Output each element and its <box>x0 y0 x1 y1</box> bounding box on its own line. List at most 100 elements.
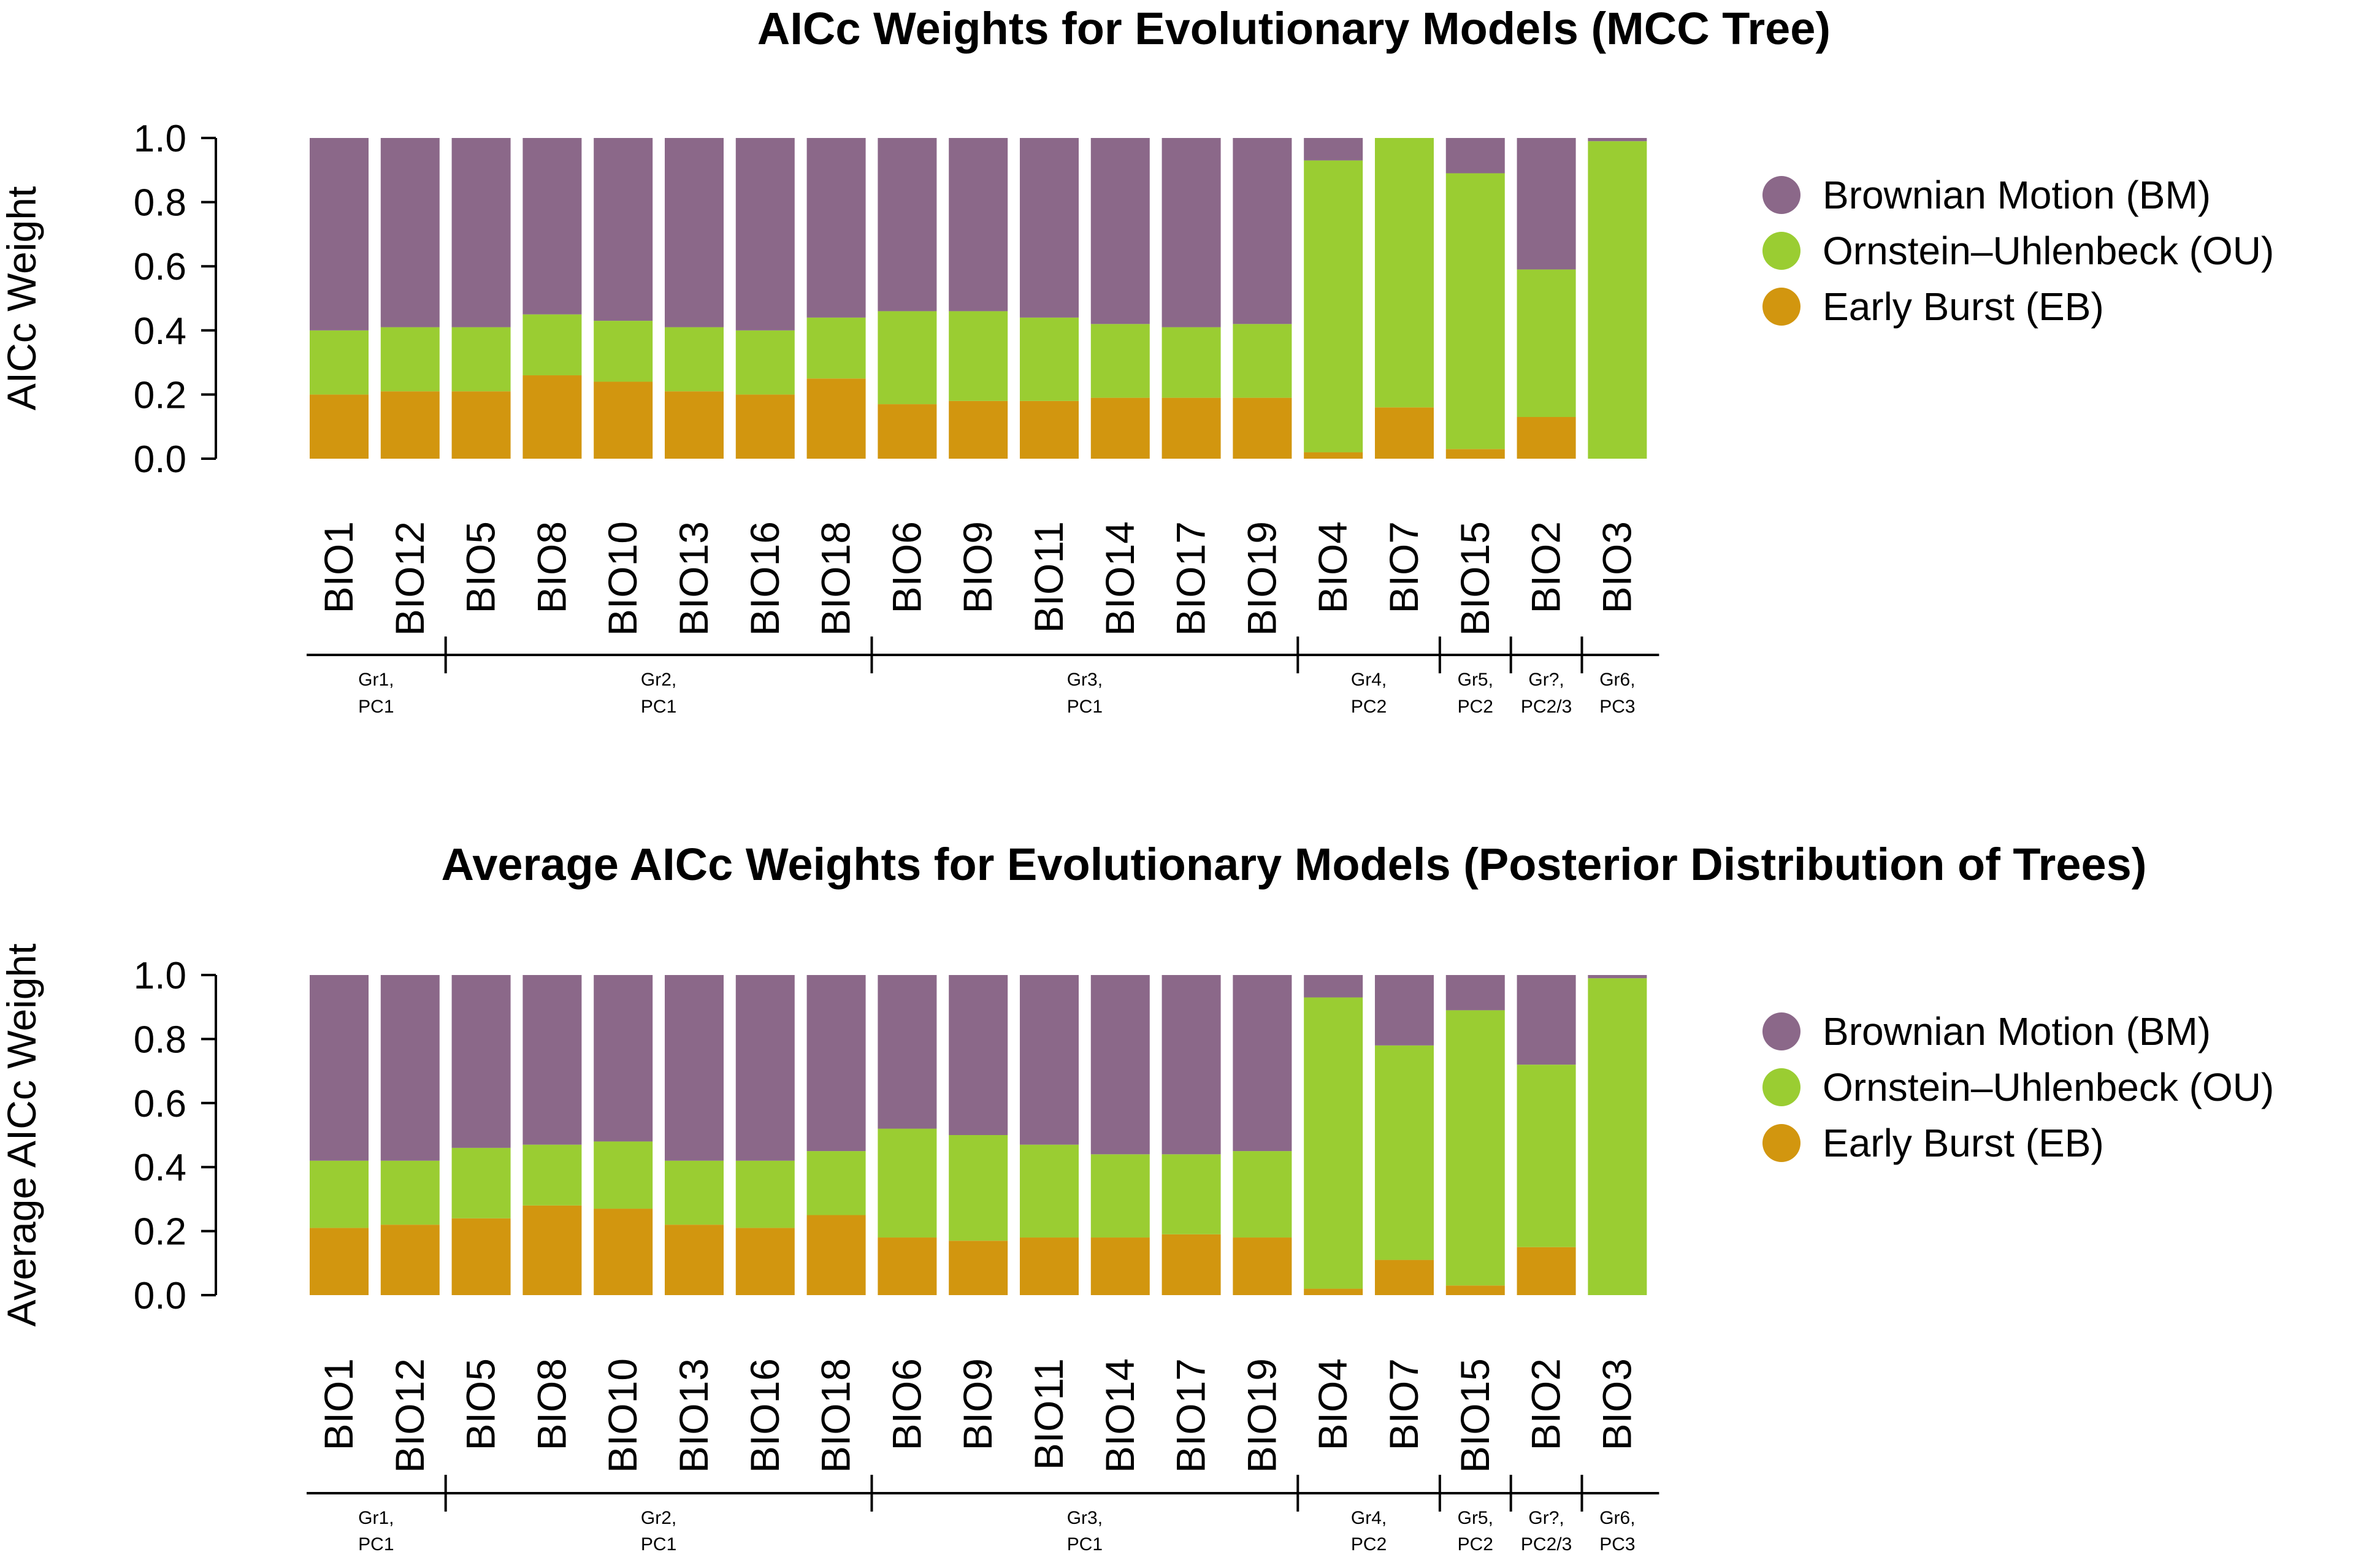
bar-ou-bio8 <box>522 314 582 376</box>
group-label-line1: Gr1, <box>358 670 394 690</box>
bar-bm-bio15 <box>1445 975 1505 1011</box>
x-category-label: BIO10 <box>600 1358 645 1473</box>
y-tick-label: 0.8 <box>134 182 186 224</box>
x-category-label: BIO16 <box>742 521 787 636</box>
bar-bm-bio1 <box>310 138 369 331</box>
bar-bm-bio19 <box>1233 138 1292 324</box>
bar-eb-bio6 <box>878 1237 937 1295</box>
x-category-label: BIO9 <box>955 521 1000 613</box>
bar-eb-bio4 <box>1304 452 1363 459</box>
group-label-line1: Gr6, <box>1599 670 1635 690</box>
group-label-line1: Gr2, <box>641 670 676 690</box>
bar-bm-bio1 <box>310 975 369 1161</box>
bar-bm-bio12 <box>380 138 440 327</box>
bar-ou-bio11 <box>1020 317 1079 401</box>
bar-eb-bio14 <box>1090 397 1150 459</box>
bar-bm-bio15 <box>1445 138 1505 174</box>
x-category-label: BIO13 <box>671 521 716 636</box>
bar-eb-bio13 <box>665 391 724 459</box>
bar-ou-bio3 <box>1588 141 1647 459</box>
bar-bm-bio11 <box>1020 138 1079 318</box>
bar-bm-bio5 <box>451 138 511 327</box>
bar-bm-bio6 <box>878 975 937 1129</box>
bar-ou-bio7 <box>1375 1045 1434 1260</box>
bar-bm-bio14 <box>1090 975 1150 1155</box>
legend-label-eb: Early Burst (EB) <box>1823 1121 2104 1165</box>
bar-eb-bio2 <box>1517 1247 1576 1295</box>
bar-ou-bio5 <box>451 327 511 392</box>
group-label-line2: PC1 <box>641 1534 676 1555</box>
bar-eb-bio7 <box>1375 407 1434 459</box>
bar-eb-bio17 <box>1161 1234 1221 1295</box>
bar-ou-bio13 <box>665 1160 724 1225</box>
bar-bm-bio3 <box>1588 975 1647 979</box>
bar-eb-bio12 <box>380 391 440 459</box>
legend-label-ou: Ornstein–Uhlenbeck (OU) <box>1823 1065 2274 1109</box>
chart-title: Average AICc Weights for Evolutionary Mo… <box>442 839 2147 890</box>
bar-eb-bio18 <box>806 378 866 459</box>
bar-ou-bio2 <box>1517 269 1576 418</box>
x-category-label: BIO12 <box>387 1358 432 1473</box>
bar-eb-bio19 <box>1233 397 1292 459</box>
bar-ou-bio4 <box>1304 160 1363 453</box>
bar-ou-bio5 <box>451 1147 511 1218</box>
bar-ou-bio9 <box>949 311 1008 401</box>
bar-bm-bio13 <box>665 138 724 327</box>
bar-bm-bio3 <box>1588 138 1647 142</box>
bar-eb-bio10 <box>594 1209 653 1295</box>
bar-ou-bio16 <box>735 330 795 395</box>
bar-ou-bio4 <box>1304 997 1363 1289</box>
bar-eb-bio8 <box>522 375 582 459</box>
bar-bm-bio10 <box>594 975 653 1142</box>
group-label-line1: Gr4, <box>1351 1508 1387 1528</box>
y-tick-label: 0.4 <box>134 1147 186 1189</box>
legend-swatch-eb <box>1762 288 1800 326</box>
x-category-label: BIO18 <box>813 521 859 636</box>
x-category-label: BIO19 <box>1239 521 1284 636</box>
y-tick-label: 0.2 <box>134 1211 186 1253</box>
bar-eb-bio5 <box>451 1218 511 1295</box>
x-category-label: BIO2 <box>1523 1358 1569 1450</box>
bar-bm-bio8 <box>522 975 582 1145</box>
x-category-label: BIO14 <box>1097 521 1142 636</box>
bar-bm-bio14 <box>1090 138 1150 324</box>
x-category-label: BIO14 <box>1097 1358 1142 1473</box>
bar-ou-bio6 <box>878 1128 937 1238</box>
group-label-line2: PC3 <box>1599 697 1635 717</box>
bar-eb-bio11 <box>1020 400 1079 459</box>
bar-eb-bio12 <box>380 1225 440 1295</box>
legend-swatch-ou <box>1762 1068 1800 1106</box>
bar-bm-bio11 <box>1020 975 1079 1145</box>
bar-ou-bio19 <box>1233 324 1292 398</box>
y-tick-label: 1.0 <box>134 955 186 997</box>
bar-eb-bio13 <box>665 1225 724 1295</box>
group-label-line2: PC2/3 <box>1521 1534 1572 1555</box>
bar-ou-bio15 <box>1445 173 1505 449</box>
bar-bm-bio8 <box>522 138 582 315</box>
x-category-label: BIO8 <box>529 521 574 613</box>
x-category-label: BIO5 <box>458 1358 503 1450</box>
bar-bm-bio18 <box>806 975 866 1152</box>
x-category-label: BIO17 <box>1168 521 1214 636</box>
bar-eb-bio6 <box>878 404 937 459</box>
bar-bm-bio16 <box>735 138 795 331</box>
group-label-line2: PC3 <box>1599 1534 1635 1555</box>
bar-ou-bio6 <box>878 311 937 405</box>
bar-bm-bio10 <box>594 138 653 321</box>
bar-ou-bio12 <box>380 1160 440 1225</box>
y-tick-label: 0.6 <box>134 1083 186 1125</box>
legend-label-bm: Brownian Motion (BM) <box>1823 173 2211 217</box>
bar-bm-bio4 <box>1304 138 1363 161</box>
bar-bm-bio12 <box>380 975 440 1161</box>
x-category-label: BIO10 <box>600 521 645 636</box>
group-label-line1: Gr4, <box>1351 670 1387 690</box>
legend-swatch-ou <box>1762 232 1800 270</box>
x-category-label: BIO3 <box>1594 1358 1639 1450</box>
x-category-label: BIO1 <box>316 1358 361 1450</box>
group-label-line1: Gr2, <box>641 1508 676 1528</box>
bar-bm-bio16 <box>735 975 795 1161</box>
bar-eb-bio1 <box>310 1228 369 1295</box>
bar-eb-bio8 <box>522 1205 582 1295</box>
group-label-line1: Gr?, <box>1528 1508 1564 1528</box>
